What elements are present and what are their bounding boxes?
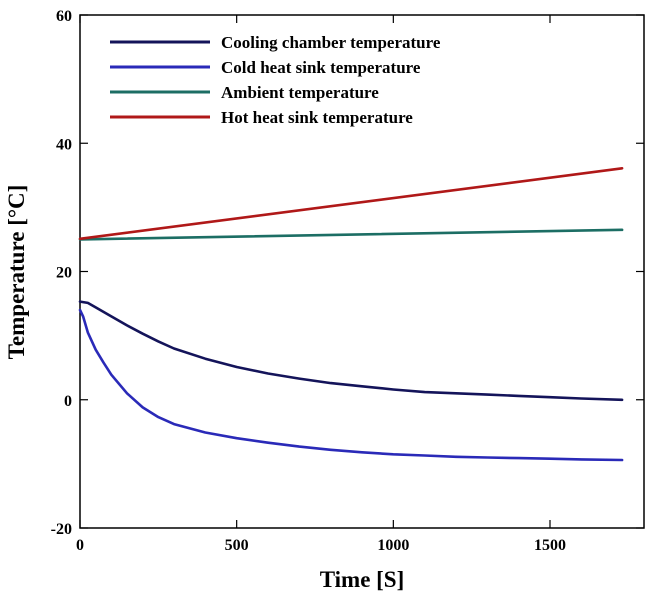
y-tick-label: 0 <box>64 393 72 410</box>
legend-label-2: Cold heat sink temperature <box>221 58 421 77</box>
legend-label-4: Hot heat sink temperature <box>221 108 413 127</box>
series-line-2 <box>78 308 624 462</box>
series-layer <box>78 167 624 462</box>
series-line-3 <box>78 228 624 241</box>
x-tick-label: 500 <box>225 537 249 554</box>
series-line-1 <box>78 300 624 402</box>
y-tick-label: 60 <box>56 8 72 25</box>
y-tick-label: -20 <box>51 521 72 538</box>
y-tick-label: 40 <box>56 136 72 153</box>
series-line-4 <box>78 167 624 241</box>
x-tick-label: 0 <box>76 537 84 554</box>
legend-label-3: Ambient temperature <box>221 83 379 102</box>
legend: Cooling chamber temperature Cold heat sin… <box>110 33 441 127</box>
y-axis-label: Temperature [°C] <box>4 185 29 360</box>
x-tick-label: 1000 <box>377 537 409 554</box>
x-axis-label: Time [S] <box>320 567 405 592</box>
x-tick-label: 1500 <box>534 537 566 554</box>
y-tick-label: 20 <box>56 265 72 282</box>
legend-label-1: Cooling chamber temperature <box>221 33 441 52</box>
